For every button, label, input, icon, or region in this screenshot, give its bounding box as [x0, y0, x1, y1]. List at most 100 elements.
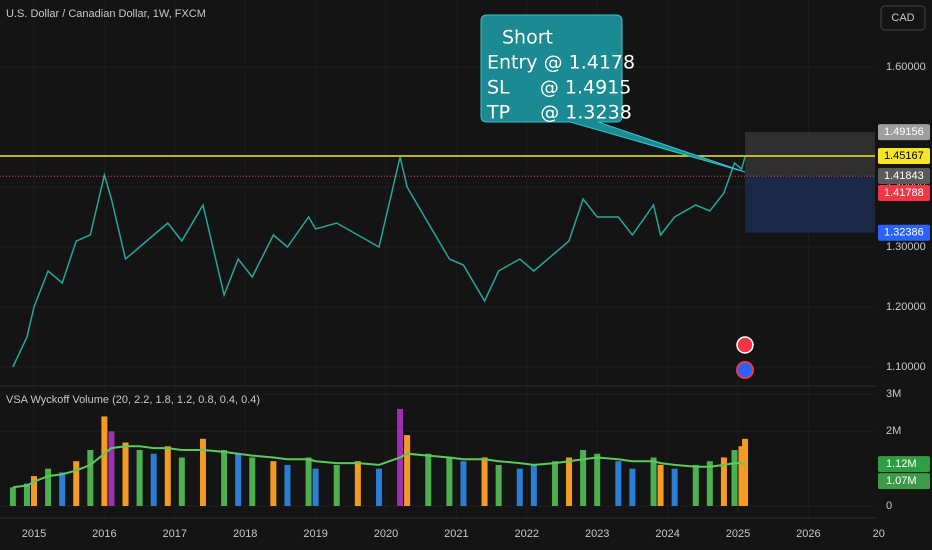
volume-tick-label: 0: [886, 500, 892, 512]
price-tag: [878, 184, 930, 201]
volume-bar: [122, 442, 129, 506]
volume-bar: [425, 453, 432, 506]
price-tag-label: 1.41843: [884, 170, 924, 182]
price-tag-label: 1.41788: [884, 187, 924, 199]
volume-bar: [354, 461, 361, 506]
symbol-title: U.S. Dollar / Canadian Dollar, 1W, FXCM: [6, 8, 206, 20]
volume-bar: [692, 464, 699, 506]
volume-bar: [650, 457, 657, 506]
volume-bar: [178, 457, 185, 506]
volume-bar: [164, 446, 171, 506]
volume-bar: [460, 461, 467, 506]
price-tag: [878, 124, 930, 141]
annotation-line: SL @ 1.4915: [487, 77, 631, 99]
volume-bar: [516, 468, 523, 506]
currency-label[interactable]: CAD: [891, 12, 914, 24]
volume-bar: [305, 457, 312, 506]
stop-zone: [745, 132, 875, 177]
volume-bar: [221, 450, 228, 506]
axes: 1.600001.400001.300001.200001.1000020152…: [22, 61, 930, 540]
volume-tag: [878, 456, 930, 473]
time-tick-label: 2017: [163, 528, 187, 540]
volume-bar: [312, 468, 319, 506]
volume-bar: [45, 468, 52, 506]
volume-bar: [270, 461, 277, 506]
volume-bar: [629, 468, 636, 506]
volume-bar: [108, 431, 115, 506]
time-tick-label: 2021: [444, 528, 468, 540]
volume-ma-line: [12, 445, 746, 489]
price-tick-label: 1.30000: [886, 241, 926, 253]
price-tag: [878, 148, 930, 165]
volume-bar: [566, 457, 573, 506]
volume-bar: [657, 464, 664, 506]
callout-box: [480, 14, 746, 173]
price-tick-label: 1.10000: [886, 361, 926, 373]
time-tick-label: 2023: [585, 528, 609, 540]
volume-bar: [249, 457, 256, 506]
price-tag-label: 1.32386: [884, 227, 924, 239]
annotation-line: Short: [502, 27, 553, 49]
time-tick-label: 2019: [303, 528, 327, 540]
annotation-line: Entry @ 1.4178: [487, 52, 635, 74]
volume-bar: [375, 468, 382, 506]
volume-bar: [235, 453, 242, 506]
volume-bar: [551, 461, 558, 506]
volume-bar: [9, 487, 16, 506]
time-tick-label: 2018: [233, 528, 257, 540]
time-tick-label: 2026: [796, 528, 820, 540]
volume-bar: [199, 438, 206, 506]
time-tick-label: 20: [873, 528, 885, 540]
time-tick-label: 2024: [655, 528, 679, 540]
volume-tick-label: 2M: [886, 425, 901, 437]
volume-bar: [101, 416, 108, 506]
volume-bar: [580, 450, 587, 506]
time-tick-label: 2015: [22, 528, 46, 540]
event-icon[interactable]: [736, 336, 754, 354]
volume-bar: [446, 457, 453, 506]
volume-tag-label: 1.07M: [886, 475, 917, 487]
currency-button[interactable]: [880, 5, 926, 31]
volume-bar: [136, 450, 143, 506]
volume-bar: [23, 483, 30, 506]
volume-bar: [615, 461, 622, 506]
volume-bar: [404, 435, 411, 506]
volume-bar: [738, 446, 745, 506]
volume-tick-label: 3M: [886, 388, 901, 400]
volume-bar: [59, 472, 66, 506]
volume-bar: [87, 450, 94, 506]
annotation-callout: Short Entry @ 1.4178 SL @ 1.4915 TP @ 1.…: [480, 14, 746, 173]
volume-bar: [333, 464, 340, 506]
price-line: [12, 156, 746, 368]
indicator-title: VSA Wyckoff Volume (20, 2.2, 1.8, 1.2, 0…: [6, 394, 260, 406]
volume-tag-label: 1.12M: [886, 458, 917, 470]
price-tick-label: 1.60000: [886, 61, 926, 73]
volume-bar: [73, 461, 80, 506]
time-tick-label: 2020: [374, 528, 398, 540]
target-zone: [745, 176, 875, 233]
volume-bar: [731, 450, 738, 506]
volume-bar: [530, 464, 537, 506]
volume-bar: [150, 453, 157, 506]
volume-bar: [671, 468, 678, 506]
volume-bar: [706, 461, 713, 506]
price-tag-label: 1.49156: [884, 126, 924, 138]
volume-bar: [594, 453, 601, 506]
price-tick-label: 1.20000: [886, 301, 926, 313]
event-icon[interactable]: [736, 361, 754, 379]
time-tick-label: 2016: [92, 528, 116, 540]
volume-pane: [0, 393, 875, 507]
volume-bar: [742, 438, 749, 506]
volume-bar: [481, 457, 488, 506]
volume-bar: [495, 464, 502, 506]
volume-bar: [720, 457, 727, 506]
volume-bar: [284, 464, 291, 506]
price-tag: [878, 167, 930, 184]
volume-bar: [31, 476, 38, 506]
price-tag: [878, 224, 930, 241]
time-tick-label: 2022: [515, 528, 539, 540]
time-tick-label: 2025: [726, 528, 750, 540]
volume-tag: [878, 473, 930, 490]
annotation-line: TP @ 1.3238: [486, 102, 632, 124]
